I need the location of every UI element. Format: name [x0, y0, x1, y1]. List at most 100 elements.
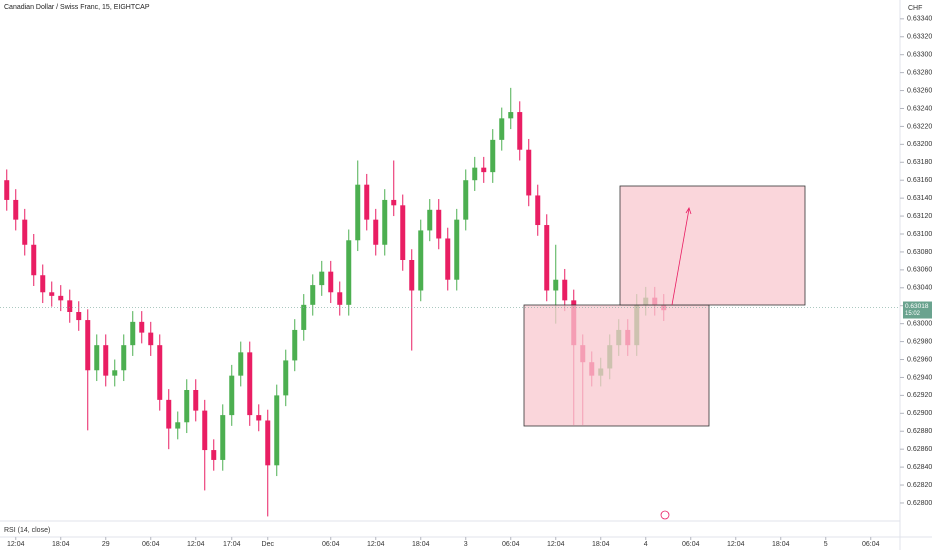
x-tick-label: 3 — [464, 541, 468, 548]
candle-body — [292, 329, 298, 361]
candle-body — [445, 238, 451, 280]
price-time-label: 15:02 — [905, 311, 921, 317]
y-tick-label: 0.62800 — [907, 500, 932, 507]
price-label-box — [903, 301, 932, 319]
candle-body — [238, 352, 244, 376]
candle-body — [454, 219, 460, 280]
x-tick-label: 06:04 — [502, 541, 520, 548]
candle-body — [229, 375, 235, 416]
candle-body — [544, 225, 550, 291]
candle-body — [499, 118, 505, 140]
candle-body — [310, 285, 316, 305]
y-tick-label: 0.63060 — [907, 267, 932, 274]
y-tick-label: 0.63320 — [907, 34, 932, 41]
candle-body — [130, 321, 136, 346]
candle-body — [373, 219, 379, 245]
candle-body — [4, 180, 10, 200]
candle-body — [337, 292, 343, 305]
x-tick-label: 5 — [824, 541, 828, 548]
x-tick-label: 06:04 — [142, 541, 160, 548]
candle-body — [256, 415, 262, 421]
candle-body — [40, 275, 46, 293]
candle-body — [346, 240, 352, 305]
candle-body — [247, 352, 253, 416]
x-tick-label: 06:04 — [322, 541, 340, 548]
y-tick-label: 0.63180 — [907, 159, 932, 166]
candle-body — [508, 112, 514, 119]
x-tick-label: 29 — [102, 541, 110, 548]
candle-body — [202, 410, 208, 451]
candle-body — [391, 199, 397, 206]
y-tick-label: 0.63100 — [907, 231, 932, 238]
y-tick-label: 0.62920 — [907, 392, 932, 399]
candle-body — [49, 292, 55, 296]
x-tick-label: 12:04 — [187, 541, 205, 548]
y-tick-label: 0.63260 — [907, 87, 932, 94]
x-tick-label: 18:04 — [52, 541, 70, 548]
candle-body — [211, 450, 217, 460]
candle-body — [463, 180, 469, 220]
arrow-line — [671, 208, 690, 306]
y-tick-label: 0.62860 — [907, 446, 932, 453]
currency-label: CHF — [908, 5, 922, 12]
candle-body — [94, 345, 100, 371]
candle-body — [283, 360, 289, 396]
candle-body — [193, 390, 199, 411]
candle-body — [490, 139, 496, 173]
candle-body — [103, 345, 109, 376]
candle-body — [175, 422, 181, 429]
y-tick-label: 0.63240 — [907, 105, 932, 112]
candle-body — [22, 219, 28, 245]
candle-body — [427, 209, 433, 231]
y-tick-label: 0.62840 — [907, 464, 932, 471]
event-icon — [660, 510, 670, 520]
candle-body — [112, 370, 118, 376]
y-tick-label: 0.63340 — [907, 16, 932, 23]
candle-body — [220, 415, 226, 460]
candle-body — [301, 304, 307, 330]
candle-body — [400, 205, 406, 260]
zone-box — [523, 304, 710, 427]
target-box — [619, 185, 806, 306]
candle-body — [517, 112, 523, 150]
candle-body — [328, 271, 334, 293]
indicator-label: RSI (14, close) — [4, 527, 50, 534]
candle-body — [58, 295, 64, 301]
current-price-label: 0.63018 — [905, 303, 929, 310]
candle-body — [436, 209, 442, 239]
y-tick-label: 0.62900 — [907, 410, 932, 417]
x-tick-label: 4 — [644, 541, 648, 548]
x-tick-label: 18:04 — [412, 541, 430, 548]
candle-body — [265, 420, 271, 466]
arrow-head — [685, 207, 692, 215]
candle-body — [535, 195, 541, 226]
y-tick-label: 0.63120 — [907, 213, 932, 220]
candle-body — [364, 184, 370, 220]
candle-body — [382, 199, 388, 245]
candle-body — [274, 395, 280, 466]
x-tick-label: 06:04 — [682, 541, 700, 548]
candle-body — [13, 199, 19, 220]
candle-body — [409, 260, 415, 291]
candle-body — [166, 399, 172, 429]
drawings — [523, 185, 806, 520]
y-tick-label: 0.63140 — [907, 195, 932, 202]
y-tick-label: 0.63000 — [907, 320, 932, 327]
x-tick-label: 18:04 — [772, 541, 790, 548]
candle-body — [319, 271, 325, 286]
y-tick-label: 0.63080 — [907, 249, 932, 256]
y-tick-label: 0.62980 — [907, 338, 932, 345]
x-tick-label: 12:04 — [367, 541, 385, 548]
candle-body — [148, 332, 154, 346]
candle-body — [553, 279, 559, 291]
candle-body — [85, 320, 91, 371]
x-tick-label: 12:04 — [547, 541, 565, 548]
x-tick-label: 06:04 — [862, 541, 880, 548]
y-tick-label: 0.63200 — [907, 141, 932, 148]
chart-title: Canadian Dollar / Swiss Franc, 15, EIGHT… — [4, 4, 150, 11]
y-tick-label: 0.62820 — [907, 482, 932, 489]
candle-body — [418, 230, 424, 291]
y-tick-label: 0.63280 — [907, 69, 932, 76]
x-tick-label: 12:04 — [727, 541, 745, 548]
candle-body — [121, 345, 127, 371]
